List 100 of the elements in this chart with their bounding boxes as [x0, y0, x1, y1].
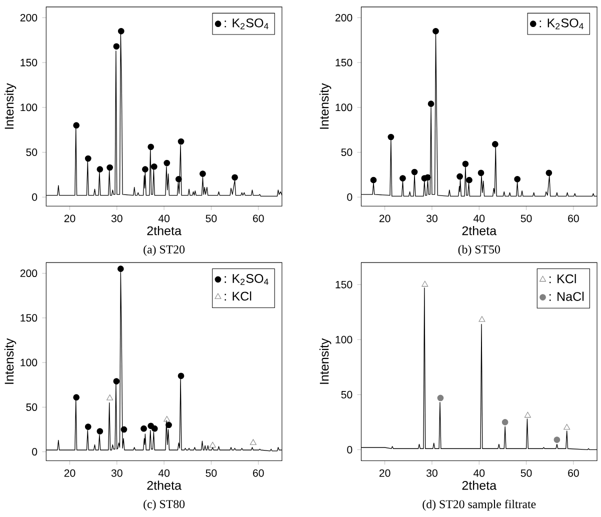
point	[232, 174, 238, 180]
y-tick-label: 200	[20, 269, 38, 277]
point	[148, 144, 154, 150]
point	[424, 174, 431, 180]
legend-label: : K$_{2}$SO$_{4}$	[540, 18, 584, 30]
x-tick-label: 20	[64, 214, 76, 222]
point	[554, 436, 560, 443]
point	[118, 28, 124, 34]
y-tick-label: 150	[336, 58, 352, 66]
x-tick-label: 30	[426, 469, 438, 477]
point	[546, 170, 552, 176]
point	[370, 176, 377, 184]
point	[492, 140, 498, 148]
x-tick-label: 40	[158, 469, 170, 477]
point	[564, 424, 570, 430]
x-tick-label: 50	[520, 214, 532, 222]
y-tick-label: 150	[20, 58, 38, 66]
point	[106, 394, 114, 400]
point	[166, 422, 172, 428]
point	[524, 412, 531, 418]
text: (c) ST80	[144, 500, 185, 510]
point	[466, 176, 472, 184]
y-tick-label: 100	[20, 358, 38, 366]
point	[142, 166, 148, 172]
point	[150, 163, 158, 170]
y-tick-label: 0	[347, 446, 352, 454]
point	[176, 176, 182, 182]
point	[178, 138, 184, 145]
text: (a) ST20	[144, 245, 185, 256]
point	[428, 100, 434, 107]
x-axis-title: 2theta	[147, 480, 182, 490]
x-axis-title: 2theta	[147, 226, 182, 236]
x-tick-label: 20	[379, 469, 390, 477]
point	[456, 173, 463, 180]
point	[151, 425, 158, 432]
x-tick-label: 30	[426, 214, 438, 222]
y-axis-title: Intensity	[319, 83, 332, 129]
x-tick-label: 40	[474, 469, 485, 477]
y-tick-label: 150	[20, 314, 38, 322]
point	[113, 43, 120, 50]
legend-label: : K$_{2}$SO$_{4}$	[224, 18, 268, 30]
point	[411, 168, 418, 176]
x-tick-label: 60	[253, 469, 264, 477]
point	[113, 378, 120, 384]
x-tick-label: 60	[253, 214, 264, 222]
point	[73, 122, 80, 128]
point	[120, 426, 128, 433]
legend-label: : KCl	[550, 274, 576, 284]
point	[437, 394, 444, 402]
y-tick-label: 50	[26, 148, 38, 156]
point	[84, 155, 92, 162]
y-tick-label: 150	[336, 280, 352, 288]
point	[96, 428, 104, 434]
y-tick-label: 200	[336, 14, 352, 22]
point	[400, 175, 406, 182]
x-axis-title: 2theta	[462, 226, 497, 236]
point	[140, 425, 147, 432]
text: (d) ST20 sample filtrate	[422, 500, 536, 511]
x-tick-label: 20	[379, 214, 390, 222]
point	[388, 134, 394, 140]
point	[164, 160, 170, 166]
y-tick-label: 0	[347, 193, 352, 201]
point	[432, 28, 439, 34]
point	[96, 166, 104, 172]
x-tick-label: 60	[568, 469, 579, 477]
point	[73, 394, 80, 400]
point	[250, 439, 256, 445]
text: (b) ST50	[458, 245, 500, 256]
point	[106, 164, 113, 171]
y-axis-title: Intensity	[4, 338, 16, 384]
x-tick-label: 50	[206, 469, 217, 477]
point	[200, 170, 206, 177]
point	[502, 418, 508, 426]
y-tick-label: 100	[20, 104, 38, 112]
y-tick-label: 100	[336, 336, 352, 344]
x-tick-label: 50	[206, 214, 217, 222]
point	[478, 316, 486, 322]
y-tick-label: 50	[341, 390, 352, 398]
y-tick-label: 0	[32, 448, 38, 456]
point	[514, 176, 520, 182]
x-tick-label: 60	[568, 214, 579, 222]
legend-label: : KCl	[224, 291, 252, 301]
point	[478, 170, 484, 176]
x-tick-label: 20	[64, 469, 76, 477]
x-axis-title: 2theta	[462, 480, 497, 490]
y-tick-label: 100	[336, 104, 352, 112]
legend-label: : NaCl	[550, 292, 584, 301]
point	[84, 424, 92, 430]
x-tick-label: 30	[111, 214, 122, 222]
y-tick-label: 0	[32, 193, 38, 201]
point	[164, 416, 170, 422]
point	[178, 372, 184, 379]
point	[462, 160, 469, 167]
point	[118, 266, 124, 272]
y-tick-label: 200	[20, 14, 38, 22]
x-tick-label: 50	[520, 469, 532, 477]
legend-label: : K$_{2}$SO$_{4}$	[224, 274, 268, 285]
x-tick-label: 30	[111, 469, 122, 477]
point	[209, 442, 216, 448]
y-axis-title: Intensity	[4, 83, 16, 129]
